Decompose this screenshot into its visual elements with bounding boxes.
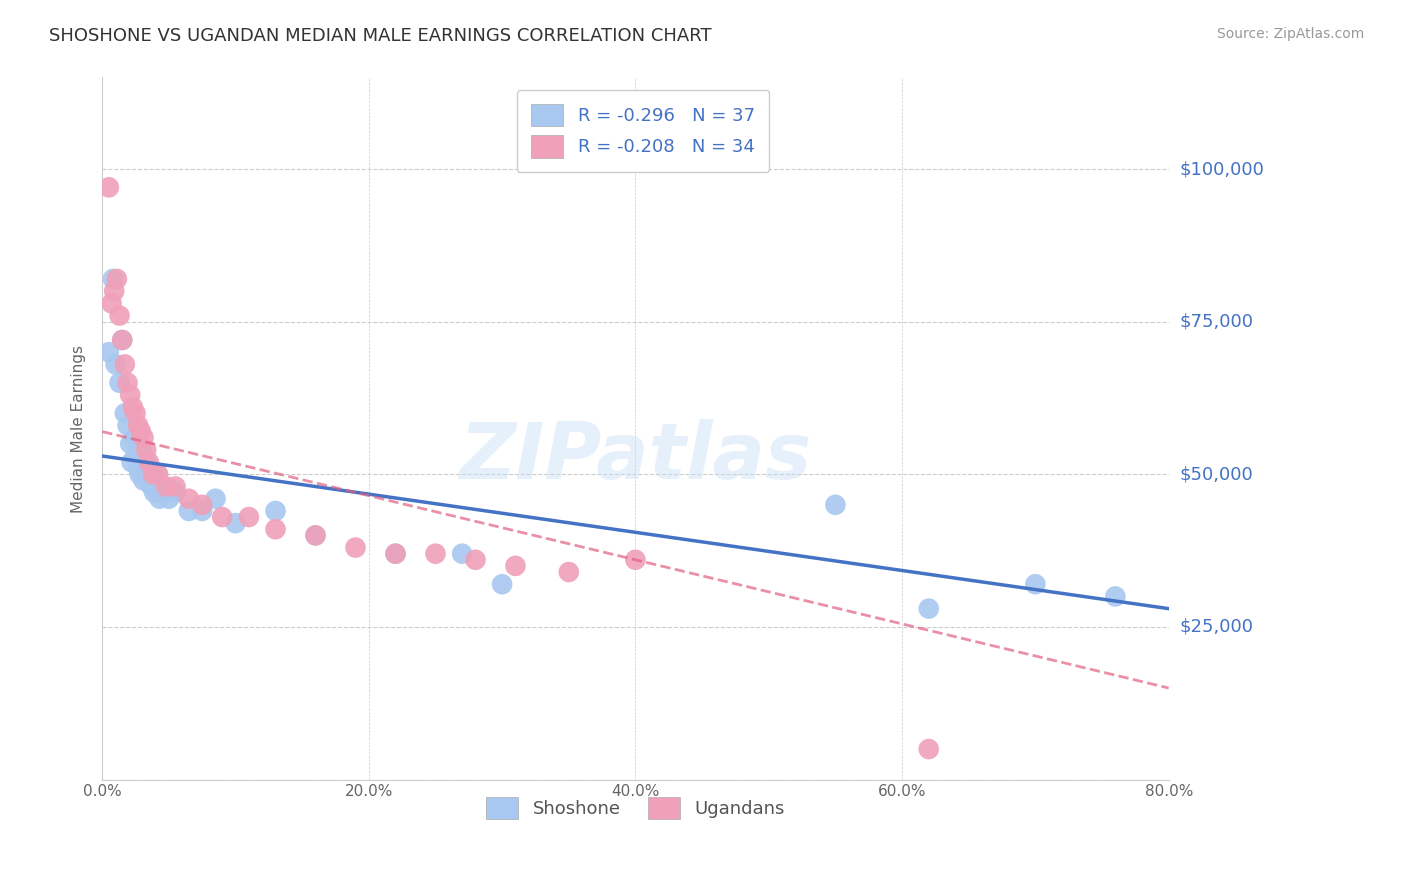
Point: [114, 406, 136, 420]
Point: [120, 437, 142, 451]
Text: Source: ZipAtlas.com: Source: ZipAtlas.com: [1216, 27, 1364, 41]
Point: [384, 547, 406, 561]
Point: [225, 516, 247, 531]
Point: [97, 345, 120, 359]
Point: [264, 504, 287, 518]
Text: $50,000: $50,000: [1180, 466, 1253, 483]
Point: [120, 388, 142, 402]
Point: [128, 467, 150, 482]
Point: [191, 504, 214, 518]
Text: $25,000: $25,000: [1180, 618, 1253, 636]
Text: ZIPatlas: ZIPatlas: [460, 418, 811, 494]
Text: SHOSHONE VS UGANDAN MEDIAN MALE EARNINGS CORRELATION CHART: SHOSHONE VS UGANDAN MEDIAN MALE EARNINGS…: [49, 27, 711, 45]
Point: [146, 467, 169, 482]
Point: [505, 558, 527, 573]
Point: [148, 467, 170, 482]
Point: [824, 498, 846, 512]
Point: [624, 553, 647, 567]
Point: [177, 491, 200, 506]
Point: [1024, 577, 1046, 591]
Text: $75,000: $75,000: [1180, 313, 1253, 331]
Point: [97, 180, 120, 194]
Point: [142, 467, 165, 482]
Point: [111, 333, 134, 347]
Point: [152, 479, 174, 493]
Y-axis label: Median Male Earnings: Median Male Earnings: [72, 344, 86, 513]
Point: [129, 425, 152, 439]
Point: [191, 498, 214, 512]
Point: [918, 601, 941, 615]
Point: [117, 418, 139, 433]
Point: [141, 479, 163, 493]
Point: [111, 333, 134, 347]
Point: [211, 510, 233, 524]
Legend: Shoshone, Ugandans: Shoshone, Ugandans: [471, 783, 800, 834]
Point: [135, 442, 157, 457]
Point: [165, 485, 187, 500]
Point: [464, 553, 486, 567]
Point: [117, 376, 139, 390]
Point: [451, 547, 474, 561]
Point: [918, 742, 941, 756]
Point: [127, 418, 149, 433]
Point: [100, 296, 122, 310]
Point: [101, 272, 124, 286]
Point: [264, 522, 287, 536]
Point: [558, 565, 581, 579]
Point: [104, 358, 127, 372]
Point: [122, 431, 145, 445]
Point: [304, 528, 326, 542]
Point: [135, 455, 157, 469]
Point: [157, 491, 180, 506]
Point: [155, 479, 177, 493]
Point: [114, 358, 136, 372]
Point: [238, 510, 260, 524]
Point: [138, 455, 160, 469]
Point: [108, 309, 131, 323]
Point: [108, 376, 131, 390]
Point: [165, 479, 187, 493]
Point: [1104, 590, 1126, 604]
Point: [304, 528, 326, 542]
Point: [138, 467, 160, 482]
Point: [124, 406, 146, 420]
Point: [491, 577, 513, 591]
Point: [122, 400, 145, 414]
Point: [132, 431, 155, 445]
Point: [143, 485, 166, 500]
Point: [124, 449, 146, 463]
Point: [103, 284, 125, 298]
Point: [344, 541, 367, 555]
Point: [132, 474, 155, 488]
Point: [131, 442, 153, 457]
Point: [384, 547, 406, 561]
Point: [127, 461, 149, 475]
Point: [204, 491, 226, 506]
Text: $100,000: $100,000: [1180, 160, 1264, 178]
Point: [148, 491, 170, 506]
Point: [177, 504, 200, 518]
Point: [105, 272, 128, 286]
Point: [425, 547, 447, 561]
Point: [121, 455, 143, 469]
